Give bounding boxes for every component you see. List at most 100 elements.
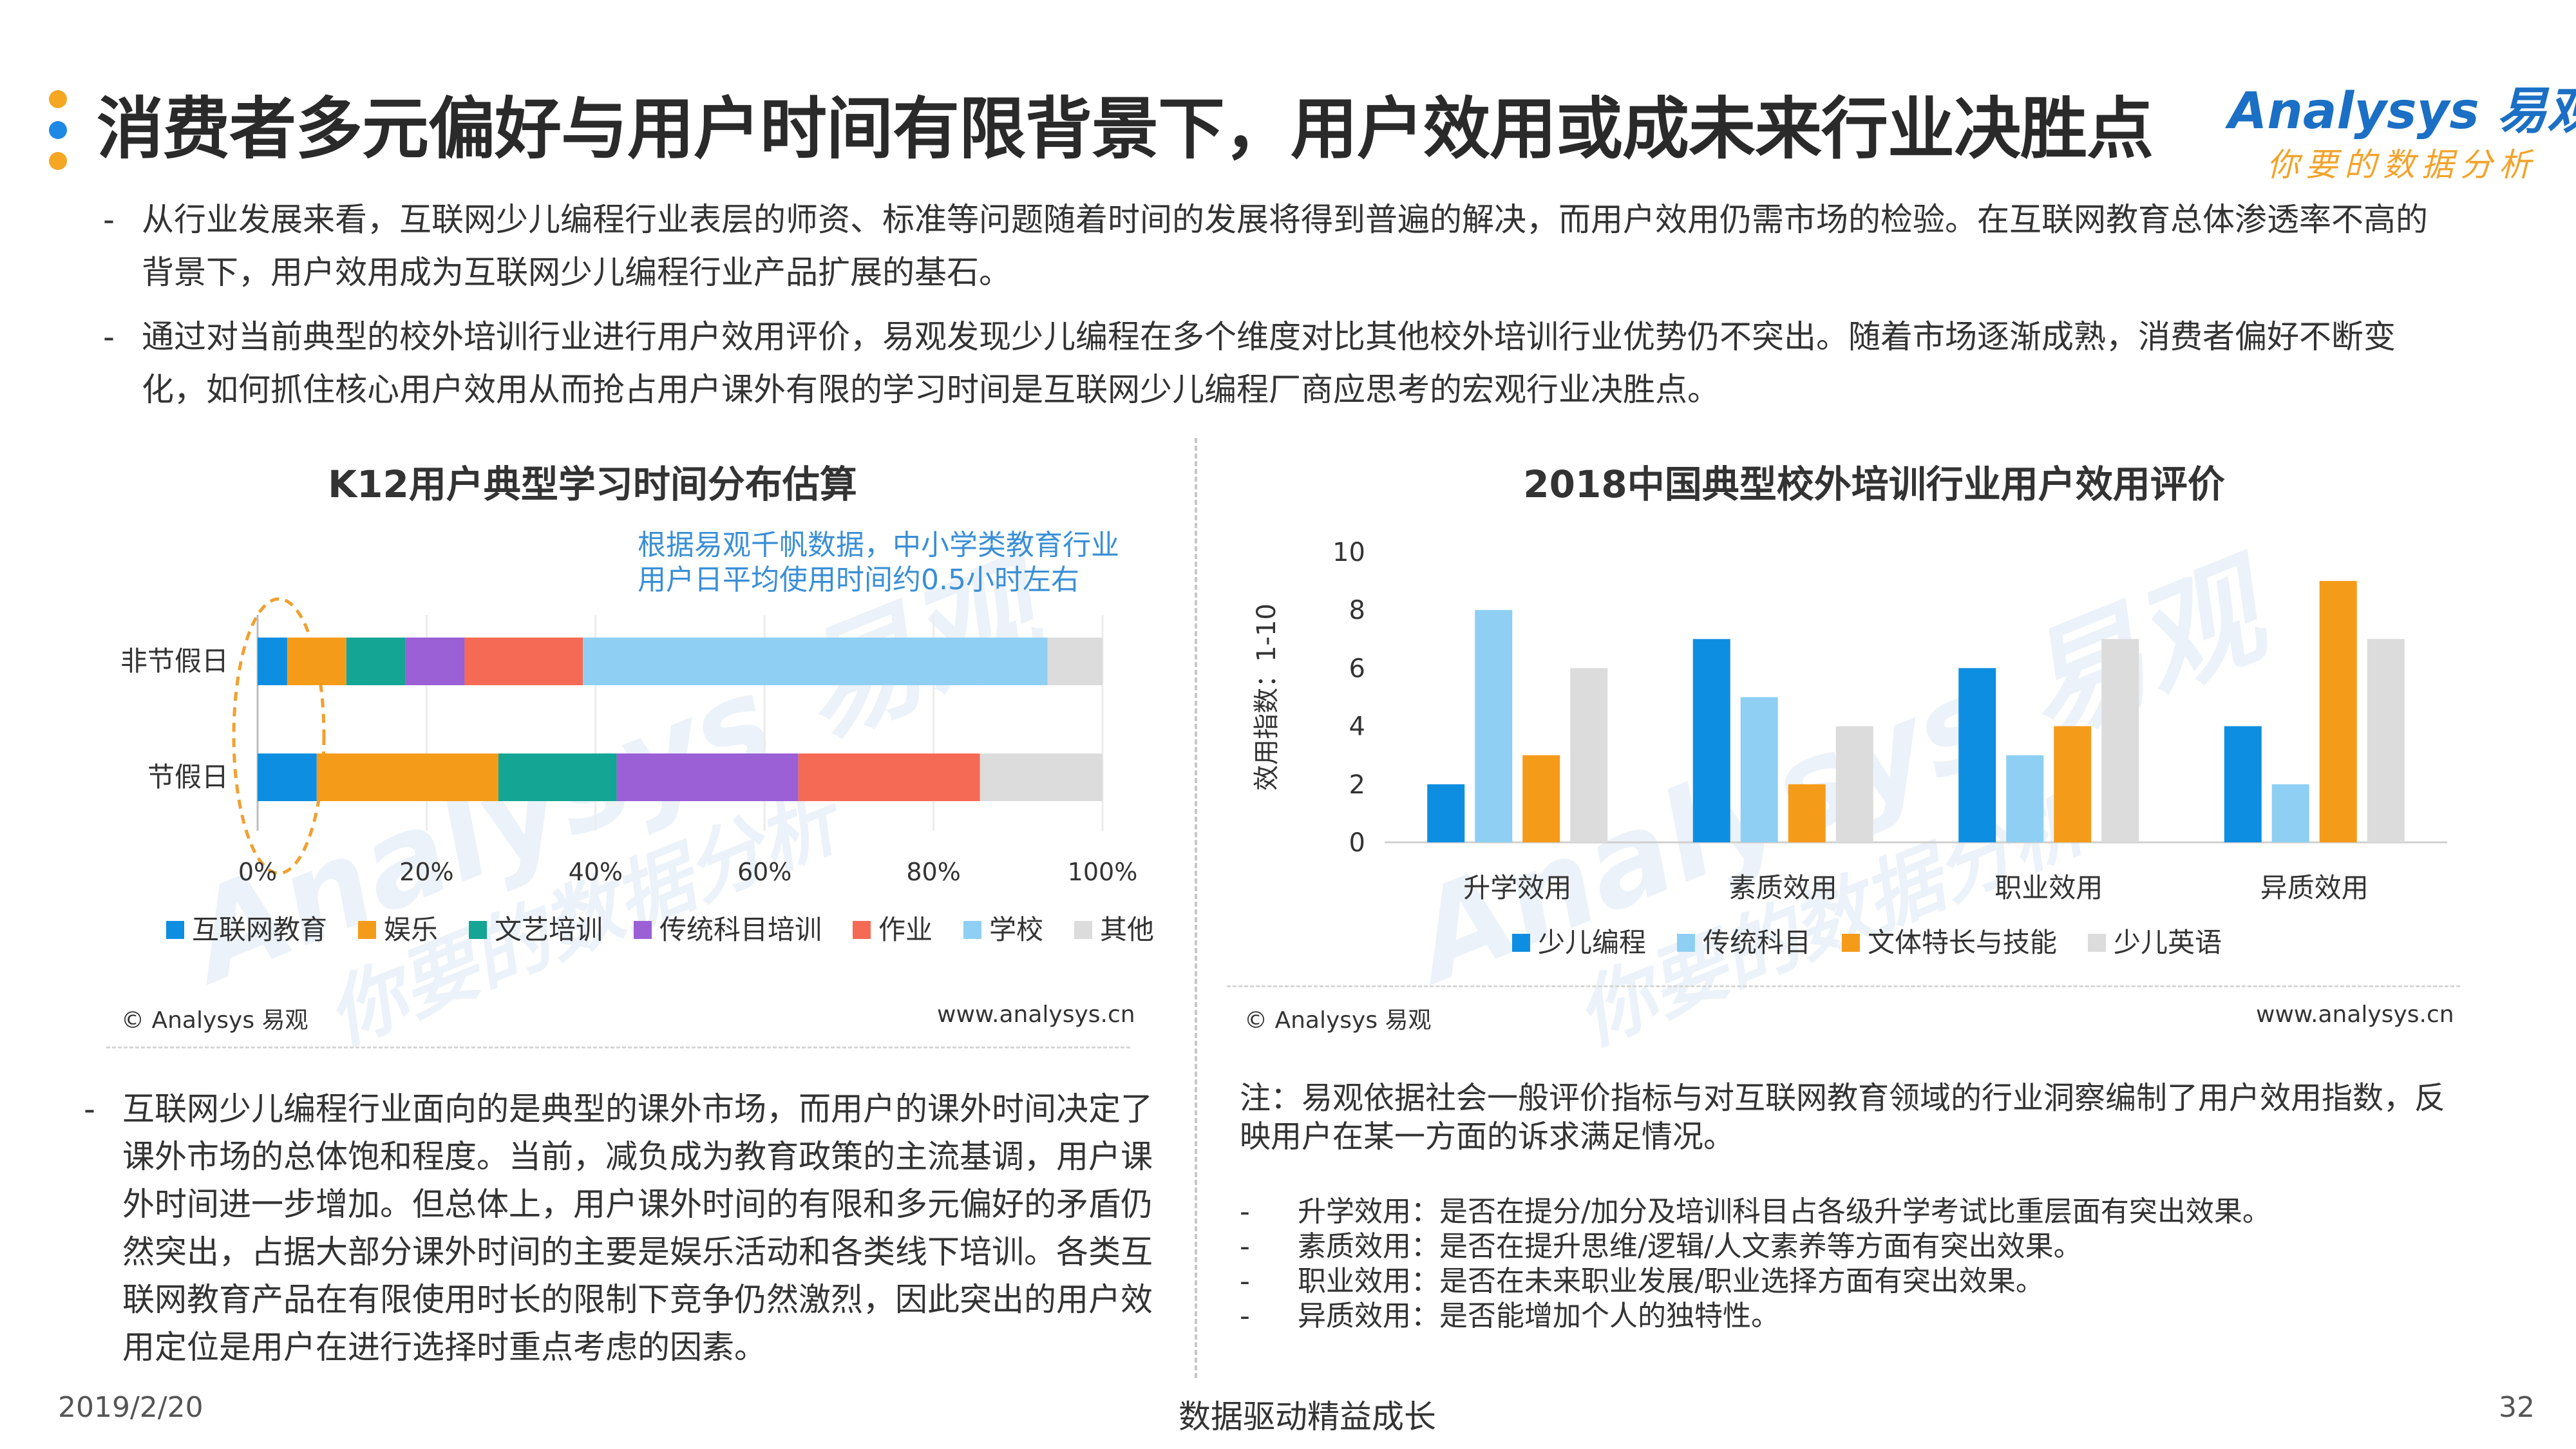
legend-swatch [1842, 934, 1860, 952]
bullet-dash: - [1240, 1230, 1250, 1263]
brand-logo: Analysys 易观 你要的数据分析 [2228, 71, 2576, 184]
x-tick-label: 0% [238, 858, 277, 886]
bar [1788, 784, 1826, 842]
definition-item: - 异质效用：是否能增加个人的独特性。 [1240, 1299, 2463, 1334]
definition-item: - 素质效用：是否在提升思维/逻辑/人文素养等方面有突出效果。 [1240, 1229, 2463, 1264]
legend-swatch [2088, 934, 2106, 952]
x-tick-label: 100% [1068, 858, 1138, 886]
definition-text: 升学效用：是否在提分/加分及培训科目占各级升学考试比重层面有突出效果。 [1298, 1195, 2271, 1228]
definition-text: 异质效用：是否能增加个人的独特性。 [1298, 1300, 1779, 1332]
legend-swatch [963, 921, 981, 939]
legend-label: 少儿编程 [1538, 927, 1646, 958]
x-tick-label: 20% [399, 858, 453, 886]
intro-bullet-text: 通过对当前典型的校外培训行业进行用户效用评价，易观发现少儿编程在多个维度对比其他… [142, 318, 2396, 408]
page-number: 32 [2499, 1391, 2535, 1424]
left-chart-title: K12用户典型学习时间分布估算 [328, 462, 857, 506]
legend-label: 其他 [1100, 914, 1154, 945]
legend-label: 娱乐 [384, 914, 438, 945]
bar [2224, 726, 2262, 842]
chart-annotation: 根据易观千帆数据，中小学类教育行业用户日平均使用时间约0.5小时左右 [638, 529, 1119, 596]
legend-label: 作业 [878, 914, 933, 945]
category-label: 职业效用 [1994, 872, 2103, 904]
bar [1427, 784, 1465, 842]
y-tick-label: 6 [1349, 654, 1365, 683]
title-dots [49, 90, 68, 183]
bar [1692, 639, 1730, 842]
legend-label: 学校 [989, 914, 1043, 945]
bar-segment [287, 638, 346, 685]
left-url: www.analysys.cn [937, 1001, 1135, 1028]
category-label: 素质效用 [1729, 872, 1837, 904]
bar-segment [498, 753, 617, 801]
definition-list: - 升学效用：是否在提分/加分及培训科目占各级升学考试比重层面有突出效果。 - … [1240, 1195, 2463, 1334]
legend-label: 传统科目 [1703, 927, 1811, 958]
bar [2054, 726, 2092, 842]
left-separator [106, 1046, 1130, 1048]
y-tick-label: 8 [1349, 596, 1365, 625]
panel-divider [1195, 438, 1197, 1378]
definition-item: - 升学效用：是否在提分/加分及培训科目占各级升学考试比重层面有突出效果。 [1240, 1195, 2463, 1229]
bar [1835, 726, 1873, 842]
bar-segment [346, 638, 406, 685]
right-url: www.analysys.cn [2256, 1001, 2454, 1028]
logo-main-text: Analysys 易观 [2228, 82, 2576, 140]
legend-swatch [634, 921, 652, 939]
bullet-dash: - [1240, 1195, 1250, 1228]
bar [1475, 610, 1513, 842]
bar [1958, 668, 1996, 842]
footer-date: 2019/2/20 [58, 1391, 204, 1424]
left-paragraph-item: - 互联网少儿编程行业面向的是典型的课外市场，而用户的课外时间决定了课外市场的总… [84, 1085, 1166, 1371]
legend-swatch [1512, 934, 1530, 952]
bar-segment [405, 638, 465, 685]
category-label: 升学效用 [1463, 872, 1571, 904]
y-tick-label: 10 [1332, 538, 1365, 567]
left-source: © Analysys 易观 [121, 1007, 308, 1034]
intro-bullets: - 从行业发展来看，互联网少儿编程行业表层的师资、标准等问题随着时间的发展将得到… [97, 193, 2447, 428]
y-tick-label: 4 [1349, 712, 1365, 742]
bar-segment [316, 753, 498, 801]
right-chart-title: 2018中国典型校外培训行业用户效用评价 [1523, 462, 2225, 506]
category-label: 节假日 [147, 761, 229, 793]
y-tick-label: 2 [1349, 770, 1365, 800]
legend-label: 传统科目培训 [659, 914, 822, 945]
bar [1570, 668, 1608, 842]
bullet-dash: - [103, 201, 115, 238]
bar-segment [583, 638, 1048, 685]
bar [2319, 581, 2357, 842]
legend-swatch [1677, 934, 1695, 952]
legend-swatch [358, 921, 376, 939]
bullet-dash: - [103, 318, 115, 355]
bar [2367, 639, 2405, 842]
legend-label: 少儿英语 [2114, 927, 2222, 958]
bar-segment [258, 638, 287, 685]
bar [1740, 697, 1778, 842]
left-paragraph-text: 互联网少儿编程行业面向的是典型的课外市场，而用户的课外时间决定了课外市场的总体饱… [122, 1090, 1153, 1366]
right-separator [1227, 985, 2460, 987]
title-dot [49, 152, 67, 170]
bar [2006, 755, 2044, 842]
right-source: © Analysys 易观 [1244, 1007, 1432, 1034]
category-label: 非节假日 [120, 645, 229, 677]
bar-segment [258, 753, 317, 801]
legend-swatch [1074, 921, 1092, 939]
intro-bullet-text: 从行业发展来看，互联网少儿编程行业表层的师资、标准等问题随着时间的发展将得到普遍… [142, 201, 2428, 291]
bullet-dash: - [1240, 1300, 1250, 1332]
legend-label: 文体特长与技能 [1868, 927, 2057, 958]
bar-segment [980, 753, 1103, 801]
y-axis-label: 效用指数：1-10 [1252, 603, 1282, 791]
logo-sub-text: 你要的数据分析 [2267, 146, 2537, 184]
left-paragraph: - 互联网少儿编程行业面向的是典型的课外市场，而用户的课外时间决定了课外市场的总… [84, 1085, 1166, 1371]
bar-segment [616, 753, 799, 801]
bar [2271, 784, 2309, 842]
legend-swatch [469, 921, 487, 939]
legend-swatch [166, 921, 184, 939]
footer-slogan: 数据驱动精益成长 [1179, 1398, 1436, 1435]
highlight-ellipse [232, 597, 326, 875]
intro-bullet: - 从行业发展来看，互联网少儿编程行业表层的师资、标准等问题随着时间的发展将得到… [97, 193, 2447, 299]
definition-item: - 职业效用：是否在未来职业发展/职业选择方面有突出效果。 [1240, 1264, 2463, 1299]
bar-segment [1047, 638, 1103, 685]
page-title: 消费者多元偏好与用户时间有限背景下，用户效用或成未来行业决胜点 [97, 90, 2154, 168]
